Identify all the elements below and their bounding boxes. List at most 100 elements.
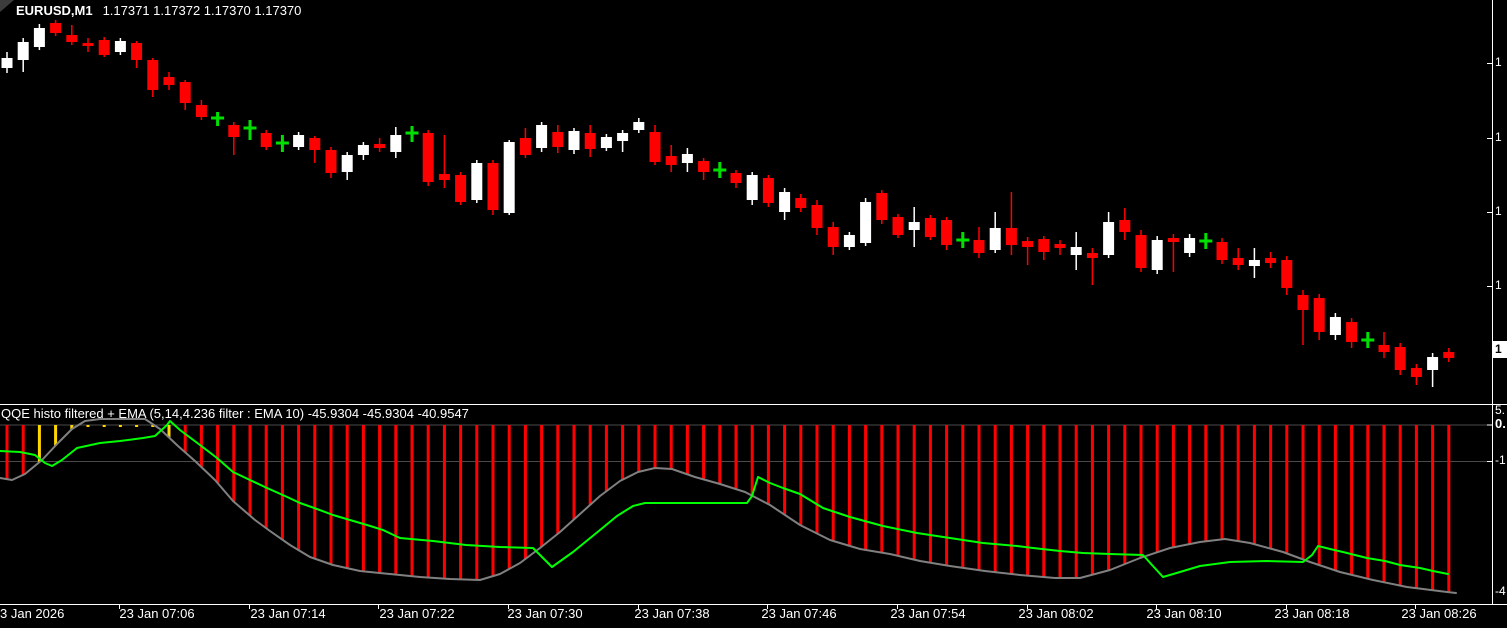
time-axis-label[interactable]: 23 Jan 07:46 bbox=[761, 606, 837, 621]
histogram-bar bbox=[750, 425, 754, 496]
histogram-bar bbox=[167, 425, 171, 438]
histogram-bar bbox=[426, 425, 430, 578]
time-axis-label[interactable]: 3 Jan 2026 bbox=[0, 606, 65, 621]
histogram-bar bbox=[410, 425, 414, 577]
histogram-bar bbox=[1236, 425, 1240, 542]
indicator-axis-label[interactable]: 5. bbox=[1495, 403, 1506, 417]
candle-body bbox=[325, 150, 337, 173]
histogram-bar bbox=[216, 425, 220, 483]
histogram-bar bbox=[1350, 425, 1354, 575]
candles-series bbox=[1, 20, 1455, 387]
candle-body bbox=[195, 105, 207, 117]
doji-marker bbox=[405, 131, 419, 135]
histogram-bar bbox=[783, 425, 787, 515]
indicator-axis-label[interactable]: -4 bbox=[1495, 584, 1506, 598]
candle-body bbox=[1394, 347, 1406, 370]
time-axis-label[interactable]: 23 Jan 08:18 bbox=[1274, 606, 1350, 621]
histogram-bar bbox=[1382, 425, 1386, 583]
histogram-bar bbox=[588, 425, 592, 505]
axes[interactable] bbox=[0, 0, 1507, 609]
candle-wick bbox=[1010, 192, 1013, 255]
candle-body bbox=[762, 178, 774, 203]
histogram-bar bbox=[1398, 425, 1402, 586]
candle-body bbox=[698, 161, 710, 172]
histogram-bar bbox=[896, 425, 900, 556]
histogram-bar bbox=[118, 425, 122, 427]
candle-body bbox=[471, 163, 483, 200]
candle-body bbox=[1297, 295, 1309, 310]
histogram-bar bbox=[248, 425, 252, 516]
time-axis-label[interactable]: 23 Jan 07:54 bbox=[890, 606, 966, 621]
histogram-bar bbox=[1431, 425, 1435, 591]
indicator-axis-label[interactable]: 0. bbox=[1495, 416, 1506, 431]
candle-wick bbox=[1091, 248, 1094, 285]
candle-body bbox=[163, 77, 175, 85]
candle-body bbox=[260, 133, 272, 147]
candle-body bbox=[114, 41, 126, 52]
candle-body bbox=[33, 28, 45, 47]
doji-marker bbox=[275, 141, 289, 145]
histogram-bar bbox=[264, 425, 268, 529]
time-axis-label[interactable]: 23 Jan 08:26 bbox=[1401, 606, 1477, 621]
qqe-filter-line bbox=[0, 418, 1457, 594]
candle-body bbox=[617, 133, 629, 141]
candle-body bbox=[746, 175, 758, 200]
histogram-bar bbox=[232, 425, 236, 502]
time-axis-label[interactable]: 23 Jan 07:14 bbox=[250, 606, 326, 621]
candle-body bbox=[1378, 345, 1390, 352]
candle-body bbox=[681, 154, 693, 163]
price-axis-label[interactable]: 1 bbox=[1495, 55, 1502, 69]
candle-body bbox=[1135, 235, 1147, 268]
symbol-timeframe-label: EURUSD,M1 bbox=[16, 3, 93, 18]
price-axis-label[interactable]: 1 bbox=[1495, 278, 1502, 292]
time-axis-label[interactable]: 23 Jan 08:10 bbox=[1146, 606, 1222, 621]
histogram-bar bbox=[831, 425, 835, 541]
histogram-bar bbox=[961, 425, 965, 568]
candle-body bbox=[1103, 222, 1115, 255]
doji-marker bbox=[1361, 338, 1375, 342]
candle-body bbox=[552, 132, 564, 147]
histogram-bar bbox=[1414, 425, 1418, 589]
time-axis-label[interactable]: 23 Jan 07:22 bbox=[379, 606, 455, 621]
histogram-bar bbox=[1139, 425, 1143, 558]
qqe-histogram bbox=[5, 425, 1451, 593]
indicator-axis-label[interactable]: -1 bbox=[1495, 453, 1506, 467]
candle-body bbox=[843, 235, 855, 247]
histogram-bar bbox=[1123, 425, 1127, 565]
candle-body bbox=[1070, 247, 1082, 255]
histogram-bar bbox=[1042, 425, 1046, 577]
ohlc-readout: 1.17371 1.17372 1.17370 1.17370 bbox=[102, 3, 302, 18]
candle-body bbox=[989, 228, 1001, 250]
candle-body bbox=[1427, 357, 1439, 370]
histogram-bar bbox=[1058, 425, 1062, 578]
candle-body bbox=[860, 202, 872, 243]
candle-body bbox=[941, 220, 953, 245]
histogram-bar bbox=[556, 425, 560, 534]
time-axis-label[interactable]: 23 Jan 08:02 bbox=[1018, 606, 1094, 621]
candle-body bbox=[665, 156, 677, 165]
candle-wick bbox=[1302, 290, 1304, 345]
histogram-bar bbox=[183, 425, 187, 453]
histogram-bar bbox=[1107, 425, 1111, 571]
time-axis-label[interactable]: 23 Jan 07:06 bbox=[119, 606, 195, 621]
candle-body bbox=[66, 35, 78, 42]
candle-body bbox=[1167, 238, 1179, 242]
candle-body bbox=[1443, 352, 1455, 358]
candle-wick bbox=[1026, 237, 1029, 265]
histogram-bar bbox=[1447, 425, 1451, 593]
price-axis-label[interactable]: 1 bbox=[1495, 204, 1502, 218]
histogram-bar bbox=[815, 425, 819, 534]
histogram-bar bbox=[86, 425, 90, 427]
candle-body bbox=[924, 218, 936, 237]
histogram-bar bbox=[1074, 425, 1078, 578]
histogram-bar bbox=[1333, 425, 1337, 571]
histogram-bar bbox=[604, 425, 608, 492]
histogram-bar bbox=[151, 425, 155, 427]
time-axis-label[interactable]: 23 Jan 07:30 bbox=[507, 606, 583, 621]
price-axis-label[interactable]: 1 bbox=[1495, 130, 1502, 144]
candle-body bbox=[1119, 220, 1131, 232]
candle-body bbox=[1, 58, 13, 68]
chart-title: EURUSD,M1 1.17371 1.17372 1.17370 1.17370 bbox=[16, 3, 301, 18]
time-axis-label[interactable]: 23 Jan 07:38 bbox=[634, 606, 710, 621]
